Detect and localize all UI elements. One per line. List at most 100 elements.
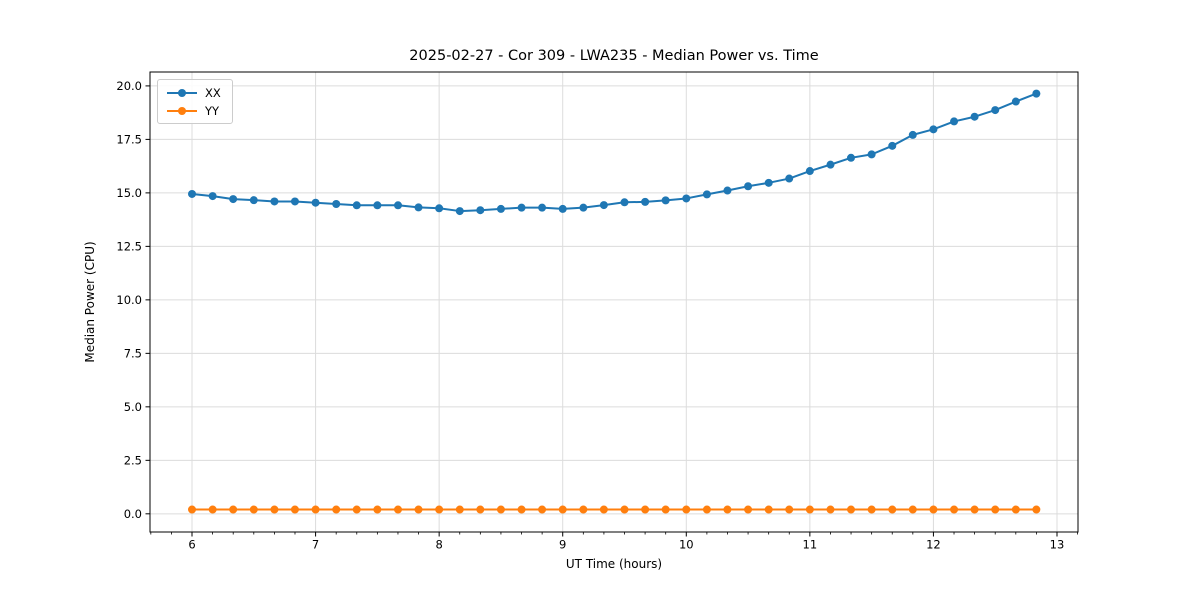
legend-label: YY	[205, 103, 220, 118]
data-point-yy	[332, 505, 341, 514]
data-point-yy	[188, 505, 197, 514]
x-tick-label: 13	[1050, 538, 1065, 552]
data-point-xx	[290, 197, 299, 206]
data-point-yy	[599, 505, 608, 514]
data-point-xx	[682, 194, 691, 203]
data-point-yy	[908, 505, 917, 514]
chart-title: 2025-02-27 - Cor 309 - LWA235 - Median P…	[409, 48, 819, 64]
data-point-xx	[496, 204, 505, 213]
data-point-yy	[620, 505, 629, 514]
data-point-xx	[1032, 89, 1041, 98]
data-point-xx	[764, 178, 773, 187]
data-point-xx	[744, 182, 753, 191]
data-point-yy	[270, 505, 279, 514]
data-point-yy	[414, 505, 423, 514]
y-tick-label: 5.0	[124, 400, 142, 414]
y-tick-label: 17.5	[116, 132, 142, 146]
data-point-xx	[332, 200, 341, 209]
data-point-yy	[929, 505, 938, 514]
y-tick-label: 15.0	[116, 186, 142, 200]
x-tick-label: 10	[679, 538, 694, 552]
data-point-yy	[249, 505, 258, 514]
data-point-yy	[558, 505, 567, 514]
data-point-yy	[826, 505, 835, 514]
data-point-xx	[208, 192, 217, 201]
data-point-yy	[723, 505, 732, 514]
x-tick-label: 9	[559, 538, 566, 552]
y-tick-label: 10.0	[116, 293, 142, 307]
x-tick-label: 8	[435, 538, 442, 552]
data-point-yy	[641, 505, 650, 514]
data-point-yy	[867, 505, 876, 514]
data-point-yy	[785, 505, 794, 514]
data-point-xx	[805, 167, 814, 176]
data-point-yy	[538, 505, 547, 514]
data-point-xx	[1011, 97, 1020, 106]
data-point-xx	[579, 203, 588, 212]
data-point-yy	[476, 505, 485, 514]
y-tick-label: 12.5	[116, 239, 142, 253]
data-point-xx	[435, 204, 444, 213]
data-point-xx	[950, 117, 959, 126]
data-point-yy	[229, 505, 238, 514]
data-point-xx	[455, 207, 464, 216]
data-point-yy	[847, 505, 856, 514]
data-point-yy	[1032, 505, 1041, 514]
legend-label: XX	[205, 85, 221, 100]
data-point-xx	[311, 198, 320, 207]
data-point-xx	[394, 201, 403, 210]
y-tick-label: 7.5	[124, 346, 142, 360]
data-point-yy	[352, 505, 361, 514]
legend: XX YY	[157, 79, 233, 124]
data-point-yy	[373, 505, 382, 514]
data-point-yy	[661, 505, 670, 514]
data-point-yy	[496, 505, 505, 514]
x-tick-label: 12	[926, 538, 941, 552]
y-tick-label: 20.0	[116, 79, 142, 93]
data-point-xx	[188, 189, 197, 198]
series-line-xx	[191, 92, 1037, 213]
data-point-xx	[641, 197, 650, 206]
data-point-xx	[991, 106, 1000, 115]
data-point-xx	[517, 203, 526, 212]
data-point-yy	[682, 505, 691, 514]
data-point-xx	[620, 198, 629, 207]
data-point-yy	[455, 505, 464, 514]
x-axis-label: UT Time (hours)	[565, 557, 663, 571]
data-point-xx	[888, 141, 897, 150]
data-point-xx	[373, 201, 382, 210]
y-axis-label: Median Power (CPU)	[83, 241, 97, 363]
data-point-yy	[950, 505, 959, 514]
data-point-yy	[579, 505, 588, 514]
data-point-xx	[249, 196, 258, 205]
legend-item-yy: YY	[166, 103, 221, 118]
legend-item-xx: XX	[166, 85, 221, 100]
data-point-yy	[394, 505, 403, 514]
data-point-xx	[414, 203, 423, 212]
x-tick-label: 7	[312, 538, 319, 552]
legend-line-marker-icon	[167, 106, 197, 115]
y-tick-label: 2.5	[124, 453, 142, 467]
plot-border	[149, 71, 1079, 533]
data-point-yy	[991, 505, 1000, 514]
y-tick-label: 0.0	[124, 507, 142, 521]
data-point-xx	[599, 201, 608, 210]
data-point-yy	[888, 505, 897, 514]
data-point-yy	[517, 505, 526, 514]
data-point-yy	[1011, 505, 1020, 514]
data-point-yy	[744, 505, 753, 514]
data-point-xx	[785, 174, 794, 183]
data-point-xx	[826, 160, 835, 169]
x-tick-label: 11	[803, 538, 818, 552]
data-point-yy	[970, 505, 979, 514]
data-point-xx	[908, 130, 917, 139]
data-point-yy	[208, 505, 217, 514]
data-point-xx	[661, 196, 670, 205]
data-point-yy	[764, 505, 773, 514]
data-point-yy	[435, 505, 444, 514]
data-point-xx	[723, 186, 732, 195]
data-point-xx	[702, 190, 711, 199]
data-point-xx	[929, 125, 938, 134]
